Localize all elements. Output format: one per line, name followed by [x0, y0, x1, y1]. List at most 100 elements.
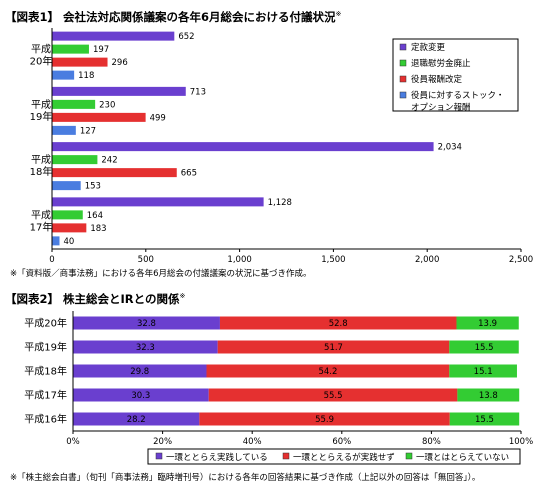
chart1-bar	[52, 210, 83, 220]
chart2-category-label: 平成16年	[24, 413, 67, 426]
chart2-segment-label: 29.8	[130, 367, 149, 377]
chart1-legend-swatch	[399, 43, 407, 51]
chart1-title-mark: ※	[335, 10, 342, 19]
chart1-note: ※「資料版／商事法務」における各年6月総会の付議議案の状況に基づき作成。	[10, 269, 312, 279]
chart1-x-tick-label: 500	[138, 255, 154, 265]
chart1-bar-label: 164	[87, 211, 103, 221]
chart2-segment-label: 55.5	[324, 391, 343, 401]
chart1-bar	[52, 181, 81, 191]
chart1-category-label: 平成	[31, 99, 51, 111]
chart1-category-label: 17年	[30, 220, 53, 233]
chart1-bar-label: 127	[80, 126, 96, 136]
chart2-bar-segment	[219, 316, 457, 330]
chart2-bar-segment	[199, 412, 450, 426]
chart2-segment-label: 30.3	[131, 391, 150, 401]
chart2-x-tick-label: 80%	[422, 437, 441, 447]
chart1-bar-label: 1,128	[268, 198, 292, 208]
chart2-title-text: 【図表2】 株主総会とIRとの関係	[5, 292, 180, 306]
chart1-legend-box	[392, 38, 519, 112]
chart2-bar-segment	[73, 364, 207, 378]
chart2-segment-label: 51.7	[324, 343, 343, 353]
chart1-bar	[52, 168, 177, 178]
chart1-x-tick-label: 2,000	[415, 255, 439, 265]
chart1-category-label: 平成	[31, 44, 51, 56]
chart1-bar-label: 713	[190, 87, 206, 97]
chart2-legend: 一環ととらえ実践している 一環ととらえるが実践せず 一環とはとらえていない	[147, 448, 521, 465]
chart1-bar-label: 242	[101, 156, 117, 166]
chart2-title-mark: ※	[179, 292, 186, 301]
chart1-x-tick-label: 2,500	[509, 255, 533, 265]
chart1-bar	[52, 44, 89, 54]
chart2-x-tick-label: 0%	[66, 437, 80, 447]
chart2-bar-segment	[73, 340, 218, 354]
chart1-title-text: 【図表1】 会社法対応関係議案の各年6月総会における付議状況	[5, 10, 336, 24]
chart2-category-label: 平成20年	[24, 317, 67, 330]
chart1-category-label: 19年	[30, 110, 53, 123]
chart2-x-tick-label: 40%	[243, 437, 262, 447]
chart2-segment-label: 32.8	[137, 319, 156, 329]
chart2-bar-segment	[457, 388, 520, 402]
chart2-bar-segment	[456, 316, 519, 330]
chart1-bar-label: 197	[93, 45, 109, 55]
chart1-legend-swatch	[399, 91, 407, 99]
chart1-bar-label: 2,034	[438, 143, 462, 153]
chart2-legend-swatch	[155, 452, 163, 460]
chart2-legend-label: 一環とはとらえていない	[416, 453, 509, 463]
chart1-bar-label: 118	[78, 71, 94, 81]
chart2-segment-label: 32.3	[136, 343, 155, 353]
chart2-legend-box	[147, 448, 521, 465]
chart1-legend-label: 退職慰労金廃止	[411, 58, 471, 69]
chart1-bar	[52, 125, 76, 135]
chart2-segment-label: 54.2	[318, 367, 337, 377]
chart2-category-label: 平成18年	[24, 365, 67, 378]
chart1-bar	[52, 99, 96, 109]
chart1-bar-label: 40	[64, 237, 75, 247]
chart2-segment-label: 28.2	[127, 415, 146, 425]
chart1-bar	[52, 142, 434, 152]
chart2-bar-segment	[73, 412, 200, 426]
chart2-legend-swatch	[405, 452, 413, 460]
chart1-x-tick-label: 1,500	[321, 255, 345, 265]
chart2-bar-segment	[449, 412, 520, 426]
chart2-bar-segment	[73, 388, 209, 402]
chart1-bar	[52, 197, 264, 207]
chart1-bar-label: 499	[150, 113, 166, 123]
chart1-category-label: 18年	[30, 165, 53, 178]
chart1-legend-label: 定款変更	[411, 42, 446, 53]
chart1-legend-swatch	[399, 59, 407, 67]
chart2-segment-label: 15.5	[475, 343, 494, 353]
chart2-segment-label: 52.8	[329, 319, 348, 329]
chart1-x-tick-label: 0	[49, 255, 54, 265]
chart1-bar-label: 183	[90, 224, 106, 234]
chart1-legend-swatch	[399, 75, 407, 83]
chart1-bar	[52, 86, 186, 96]
chart2-x-tick-label: 100%	[509, 437, 533, 447]
chart2-note: ※「株主総会白書」（旬刊「商事法務」臨時増刊号）における各年の回答結果に基づき作…	[10, 473, 481, 483]
chart2-segment-label: 13.9	[478, 319, 497, 329]
chart1-bar-label: 153	[85, 182, 101, 192]
chart2-x-tick-label: 60%	[332, 437, 351, 447]
chart2-bar-segment	[206, 364, 450, 378]
chart2-bar-segment	[208, 388, 458, 402]
chart1-bar	[52, 236, 60, 246]
chart2-segment-label: 15.5	[475, 415, 494, 425]
chart1-bar-label: 665	[181, 169, 197, 179]
chart2-segment-label: 13.8	[479, 391, 498, 401]
chart1-bar	[52, 57, 108, 67]
chart1-category-label: 平成	[31, 209, 51, 221]
chart1-bar-label: 230	[99, 100, 115, 110]
chart2-bar-segment	[449, 340, 519, 354]
chart2-legend-label: 一環ととらえ実践している	[166, 452, 268, 463]
chart1-x-tick-label: 1,000	[227, 255, 251, 265]
chart2-category-label: 平成17年	[24, 389, 67, 402]
chart2-segment-label: 15.1	[474, 367, 493, 377]
chart2-bar-segment	[73, 316, 220, 330]
chart1-legend-label: 役員に対するストック・	[411, 90, 504, 101]
chart2-legend-swatch	[282, 452, 290, 460]
chart2-title: 【図表2】 株主総会とIRとの関係※	[5, 291, 185, 307]
chart1-bar	[52, 70, 75, 80]
chart1-title: 【図表1】 会社法対応関係議案の各年6月総会における付議状況※	[5, 9, 341, 25]
chart2-bar-segment	[217, 340, 450, 354]
